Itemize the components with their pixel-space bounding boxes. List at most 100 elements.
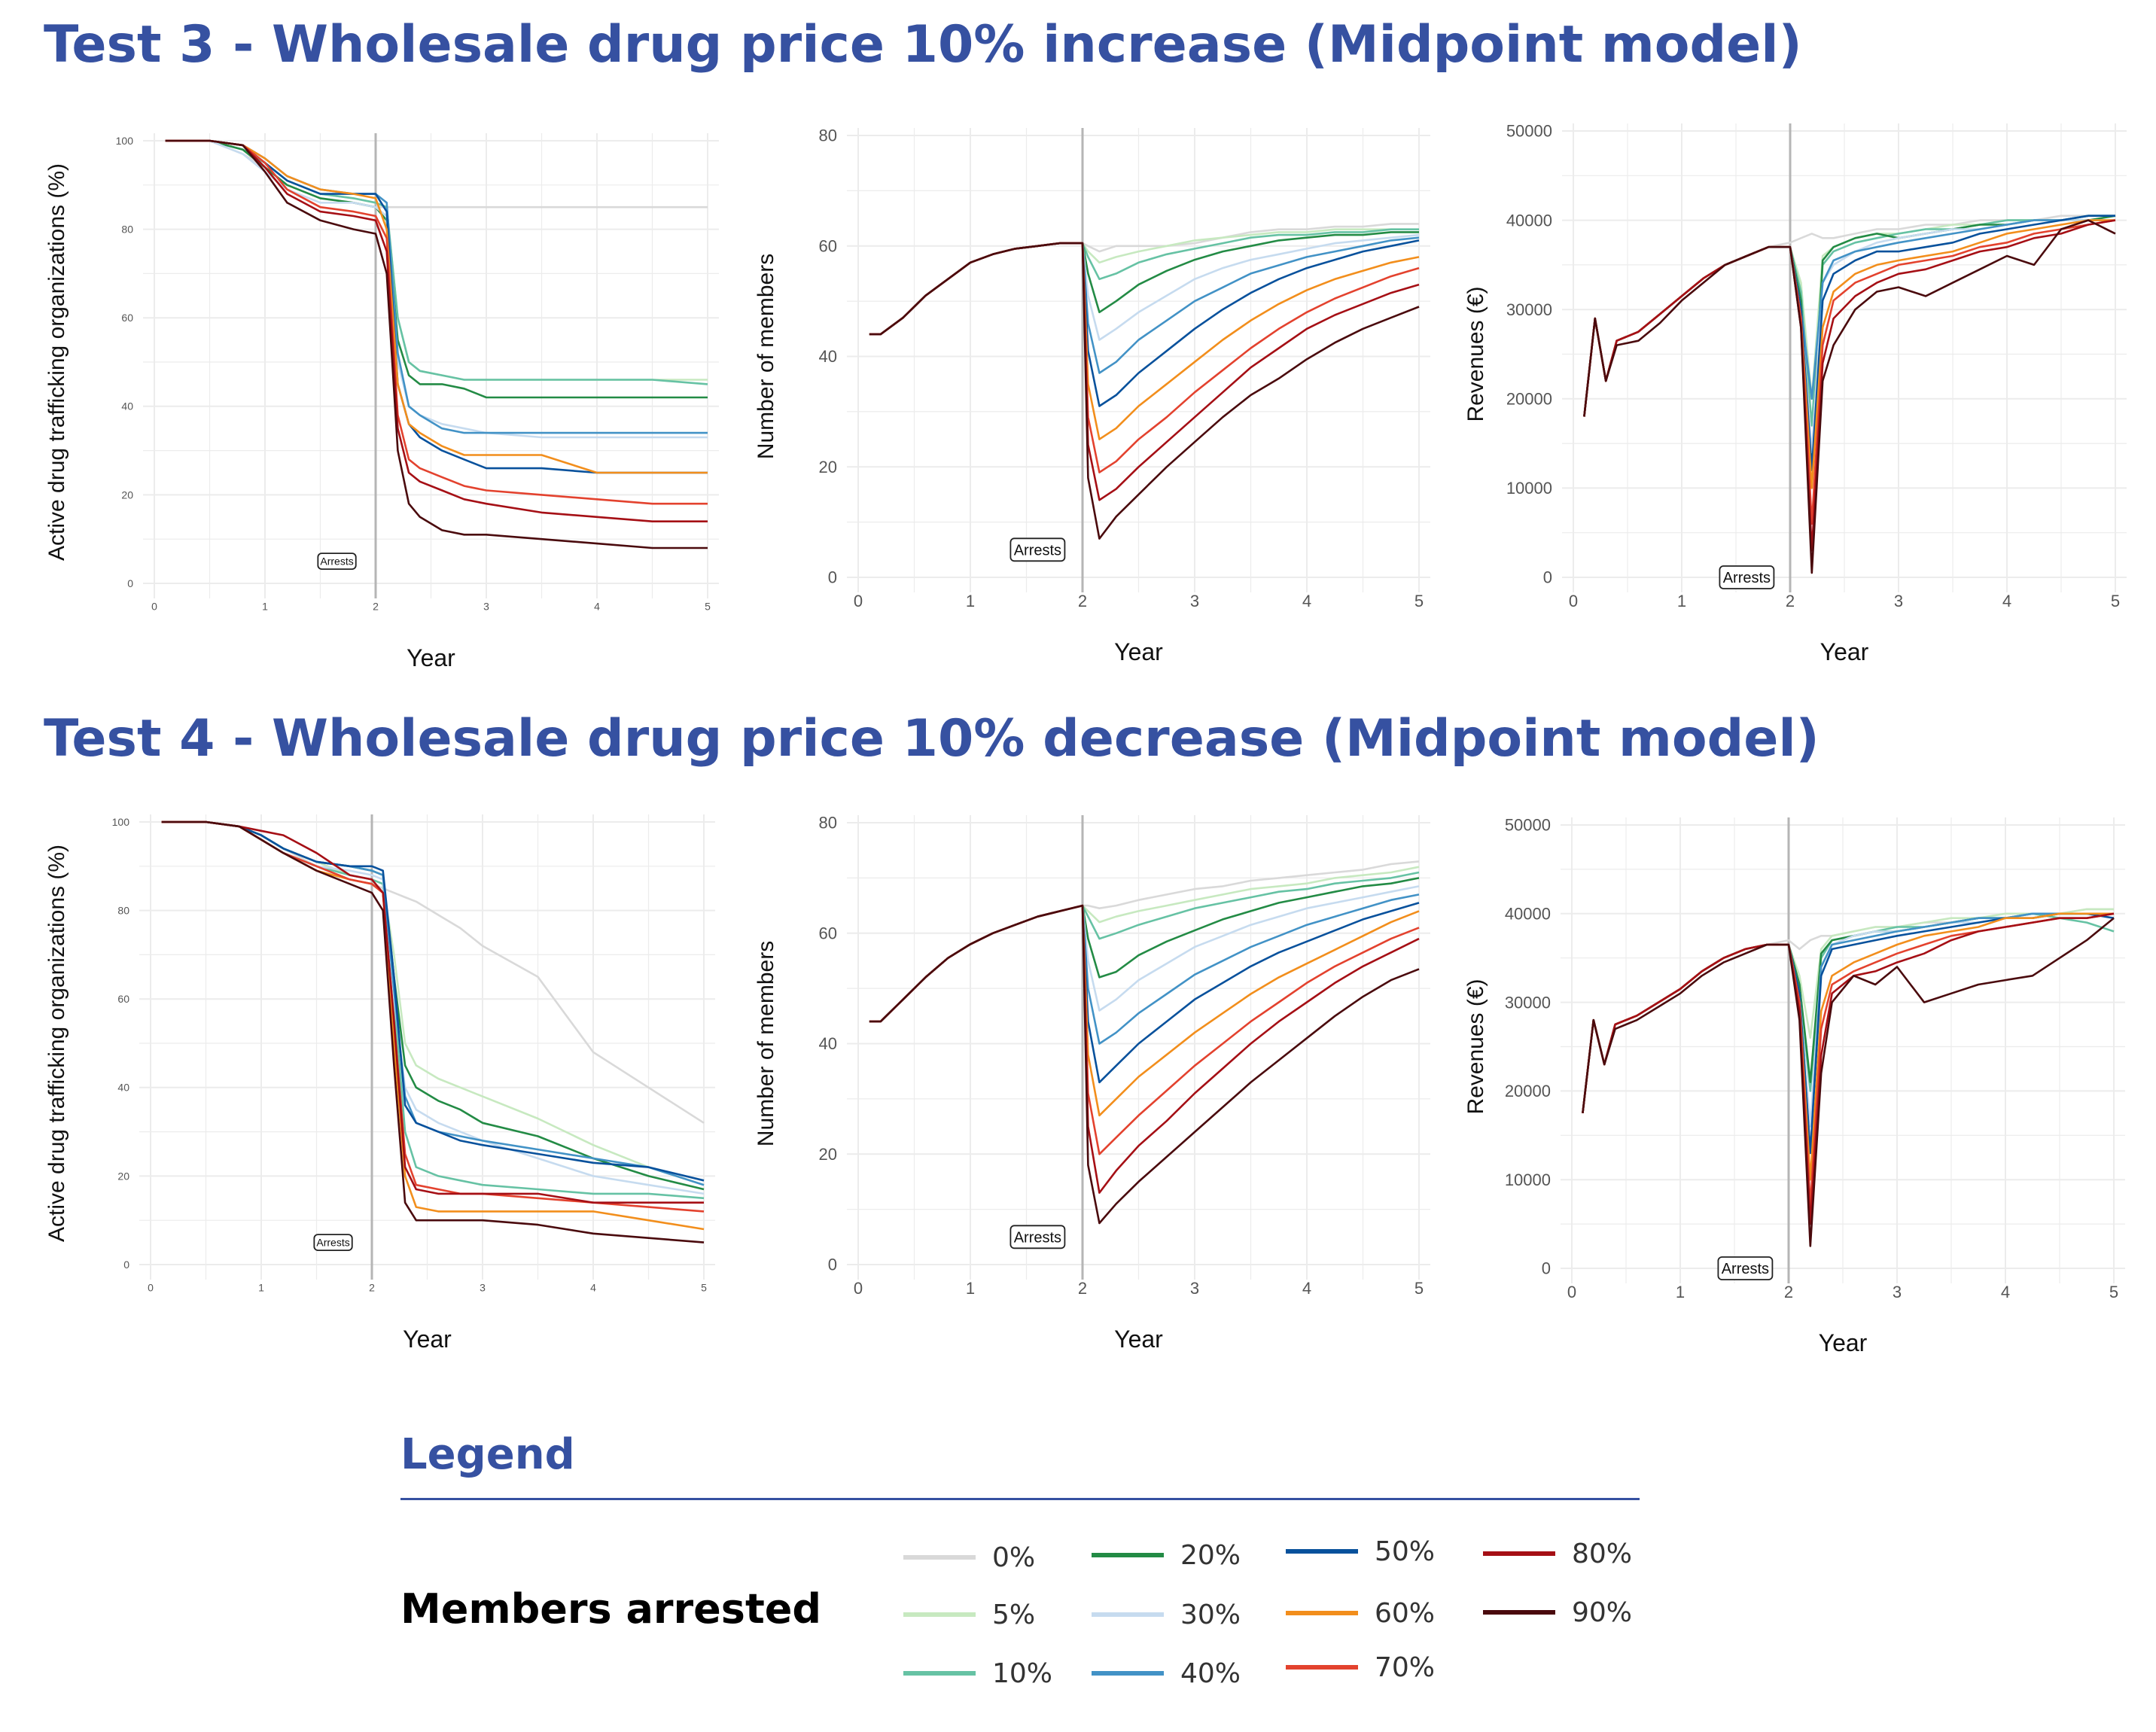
legend-swatch: [903, 1555, 976, 1560]
series-line-70pct: [869, 904, 1420, 1155]
legend-label: 30%: [1180, 1599, 1241, 1630]
legend-label: 20%: [1180, 1539, 1241, 1571]
legend-swatch: [1483, 1610, 1555, 1615]
y-tick-label: 20000: [1505, 1082, 1551, 1100]
annotation-text: Arrests: [1014, 542, 1061, 559]
series-line-10pct: [869, 871, 1420, 1023]
x-tick-label: 4: [594, 601, 600, 613]
chart-test3-revenues: 0 1 2 3 4 5 0 10000 20000 30000 40000 50000 Revenues…: [1463, 122, 2127, 665]
chart-test4-organizations: 0 1 2 3 4 5 0 20 40 60 80 100 Active drug traffickin…: [44, 814, 715, 1353]
annotation-box: [317, 552, 357, 570]
x-tick-label: 0: [854, 592, 863, 610]
series-line-80pct: [1582, 912, 2115, 1225]
series-line-40pct: [1583, 215, 2115, 417]
y-tick-label: 50000: [1506, 122, 1552, 141]
series-line-10pct: [1582, 912, 2115, 1114]
y-axis-label: Revenues (€): [1463, 979, 1488, 1114]
x-axis-label: Year: [1114, 1326, 1163, 1353]
legend-label: 90%: [1572, 1597, 1633, 1628]
annotation-box: [313, 1234, 353, 1251]
arrests-annotation: Arrests: [317, 552, 357, 570]
series-line-50pct: [161, 820, 705, 1182]
y-tick-label: 40000: [1505, 905, 1551, 924]
series-line-40pct: [1582, 912, 2114, 1155]
legend-label: 40%: [1180, 1657, 1241, 1689]
x-tick-label: 4: [2001, 1283, 2010, 1301]
y-tick-label: 20000: [1506, 390, 1552, 409]
series-line-0pct: [1582, 908, 2114, 1114]
arrests-annotation: Arrests: [1719, 565, 1775, 589]
x-tick-label: 2: [373, 601, 379, 613]
arrests-annotation: Arrests: [1009, 1225, 1066, 1250]
x-tick-label: 1: [966, 1279, 975, 1298]
y-tick-label: 40000: [1506, 211, 1552, 230]
legend-swatch: [903, 1671, 976, 1676]
series-line-30pct: [869, 885, 1420, 1023]
test3-title: Test 3 - Wholesale drug price 10% increa…: [44, 15, 1802, 75]
y-tick-label: 80: [121, 224, 133, 236]
x-axis-label: Year: [407, 644, 455, 671]
y-tick-label: 20: [121, 489, 133, 501]
series-line-20pct: [165, 139, 708, 399]
chart-test3-organizations: 0 1 2 3 4 5 0 20 40 60 80 100 Active drug traffickin…: [44, 133, 719, 671]
series-line-80pct: [161, 820, 704, 1204]
series-line-90pct: [869, 904, 1420, 1225]
x-tick-label: 5: [2109, 1283, 2118, 1301]
y-tick-label: 30000: [1506, 300, 1552, 319]
y-axis-label: Number of members: [754, 254, 778, 459]
arrests-annotation: Arrests: [1717, 1256, 1774, 1280]
y-tick-label: 0: [828, 1256, 837, 1274]
x-tick-label: 3: [483, 601, 489, 613]
legend-swatch: [1092, 1553, 1164, 1557]
series-line-50pct: [869, 902, 1420, 1084]
legend-swatch: [1286, 1665, 1358, 1670]
y-tick-label: 0: [1543, 568, 1552, 587]
y-tick-label: 50000: [1505, 816, 1551, 835]
series-line-50pct: [869, 239, 1420, 407]
x-tick-label: 3: [480, 1282, 486, 1294]
legend-item-80pct: 80%: [1483, 1535, 1632, 1572]
x-tick-label: 5: [705, 601, 711, 613]
x-tick-label: 5: [1414, 592, 1424, 610]
annotation-text: Arrests: [1722, 1261, 1769, 1277]
x-tick-label: 4: [590, 1282, 596, 1294]
y-tick-label: 40: [121, 400, 133, 412]
y-axis-label: Active drug trafficking organizations (%…: [44, 163, 69, 561]
x-tick-label: 1: [262, 601, 268, 613]
legend-item-70pct: 70%: [1286, 1648, 1435, 1686]
legend-divider: [400, 1498, 1640, 1500]
series-line-60pct: [165, 139, 708, 474]
x-tick-label: 1: [258, 1282, 264, 1294]
series-line-70pct: [161, 820, 705, 1213]
series-line-20pct: [1583, 215, 2116, 463]
legend-label: 60%: [1375, 1597, 1436, 1629]
legend-swatch: [1483, 1551, 1555, 1556]
legend-item-40pct: 40%: [1092, 1654, 1241, 1692]
x-tick-label: 4: [1302, 1279, 1311, 1298]
x-tick-label: 2: [1078, 1279, 1087, 1298]
x-axis-label: Year: [1114, 638, 1163, 665]
x-tick-label: 2: [1786, 592, 1795, 610]
y-tick-label: 20: [819, 1145, 837, 1164]
legend-item-10pct: 10%: [903, 1654, 1052, 1692]
series-line-10pct: [1583, 215, 2115, 427]
series-line-90pct: [161, 820, 705, 1243]
y-tick-label: 40: [819, 1034, 837, 1053]
y-tick-label: 0: [123, 1259, 129, 1271]
y-tick-label: 60: [819, 924, 837, 942]
annotation-box: [1719, 565, 1775, 589]
y-tick-label: 60: [819, 236, 837, 255]
x-tick-label: 0: [148, 1282, 154, 1294]
series-line-0pct: [161, 820, 705, 1124]
legend-label: 80%: [1572, 1538, 1633, 1569]
legend-item-20pct: 20%: [1092, 1536, 1241, 1574]
series-line-30pct: [1583, 219, 2115, 454]
series-line-30pct: [161, 820, 705, 1195]
series-line-80pct: [165, 139, 708, 523]
series-line-90pct: [1582, 917, 2115, 1247]
legend-swatch: [1092, 1671, 1164, 1676]
y-axis-label: Active drug trafficking organizations (%…: [44, 845, 69, 1242]
legend-label: 50%: [1375, 1536, 1436, 1567]
series-line-20pct: [161, 820, 705, 1191]
series-line-50pct: [1582, 912, 2115, 1155]
